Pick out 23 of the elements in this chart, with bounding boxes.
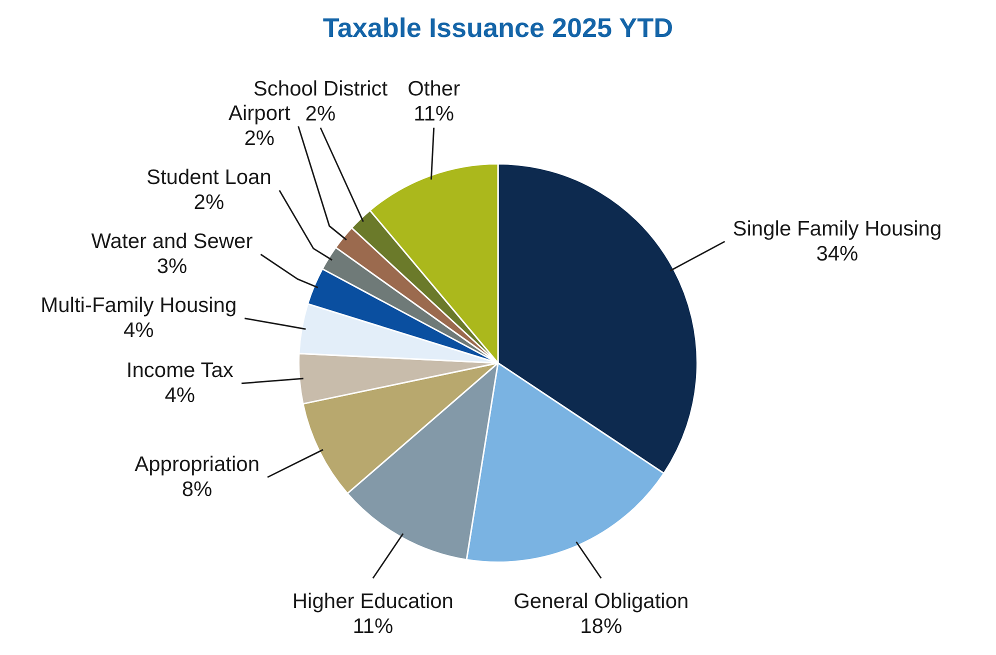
slice-label: Other — [408, 78, 460, 101]
data-label: 34% — [816, 242, 858, 266]
data-label: 8% — [182, 478, 212, 502]
data-label: 11% — [414, 102, 454, 126]
data-label: 2% — [194, 191, 224, 214]
slice-label: Airport — [228, 102, 290, 126]
chart-title: Taxable Issuance 2025 YTD — [322, 12, 674, 45]
slice-label: Water and Sewer — [91, 230, 253, 254]
data-label: 11% — [352, 615, 394, 638]
slice-label: General Obligation — [514, 590, 689, 614]
slice-label: Income Tax — [126, 359, 234, 382]
slice-label: Single Family Housing — [732, 217, 942, 240]
slice-label: Appropriation — [134, 453, 260, 476]
data-label: 4% — [164, 384, 196, 408]
slice-label: Student Loan — [146, 166, 272, 190]
slice-label: School District — [253, 78, 388, 101]
slice-label: Higher Education — [292, 590, 454, 614]
data-label: 3% — [156, 255, 188, 278]
data-label: 2% — [244, 127, 275, 150]
data-label: 2% — [305, 102, 336, 126]
data-label: 18% — [580, 615, 622, 638]
slice-label: Multi-Family Housing — [40, 294, 237, 318]
data-label: 4% — [123, 319, 154, 342]
